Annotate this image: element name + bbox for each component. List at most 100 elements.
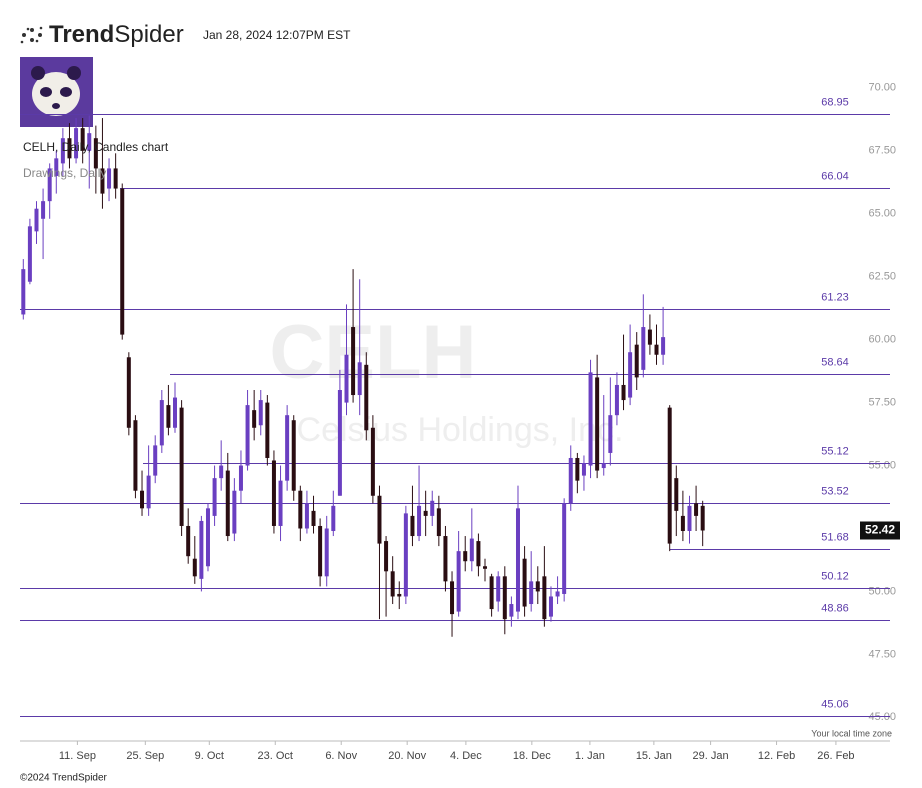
y-tick-label: 70.00 [868,82,896,94]
level-label: 66.04 [821,170,849,182]
candle-body [173,397,178,428]
candle-body [694,503,699,516]
candle-body [199,520,204,579]
level-label: 45.06 [821,698,849,710]
candle-body [397,593,402,597]
candle-body [410,515,415,537]
candle-body [238,465,243,491]
candle-body [595,377,600,471]
candle-body [265,402,270,458]
brand-light: Spider [114,21,183,48]
candle-body [522,558,527,607]
candle-body [364,364,369,431]
candle-body [575,457,580,481]
candle-body [107,168,112,189]
price-tag-bg [860,521,900,540]
candle-body [245,405,250,466]
watermark-name: Celsius Holdings, Inc. [297,411,624,449]
x-tick-label: 12. Feb [758,750,795,762]
candle-body [60,138,65,164]
y-tick-label: 57.50 [868,396,896,408]
y-tick-label: 45.00 [868,711,896,723]
y-tick-label: 60.00 [868,334,896,346]
candle-body [654,344,659,355]
candle-body [489,576,494,610]
level-label: 53.52 [821,485,849,497]
candle-body [74,128,79,159]
candle-body [476,541,481,567]
candle-body [87,133,92,151]
y-tick-label: 62.50 [868,271,896,283]
candle-body [443,536,448,582]
candle-body [628,352,633,398]
candle-body [614,384,619,416]
candle-body [331,505,336,532]
candle-body [529,581,534,605]
candle-body [430,500,435,516]
candle-body [377,495,382,544]
candle-body [120,188,125,335]
x-tick-label: 11. Sep [59,750,96,762]
candle-body [509,604,514,617]
y-tick-label: 67.50 [868,145,896,157]
copyright: ©2024 TrendSpider [20,773,108,784]
candle-body [67,138,72,159]
candle-body [548,596,553,617]
logo [20,26,43,44]
level-label: 51.68 [821,531,849,543]
brand-bold: Trend [49,21,114,48]
x-tick-label: 20. Nov [388,750,426,762]
level-label: 61.23 [821,291,849,303]
candle-body [542,576,547,620]
plot: 45.0047.5050.0052.5055.0057.5060.0062.50… [20,82,900,762]
candle-body [21,269,26,315]
candle-body [133,420,138,491]
level-label: 48.86 [821,602,849,614]
candle-body [186,525,191,557]
candle-body [179,407,184,526]
y-tick-label: 55.00 [868,459,896,471]
candle-body [192,558,197,577]
candle-body [93,138,98,169]
candle-body [568,457,573,504]
level-label: 50.12 [821,570,849,582]
x-tick-label: 4. Dec [450,750,482,762]
candle-body [324,528,329,577]
candle-body [403,513,408,597]
candle-body [113,168,118,189]
candle-body [588,372,593,466]
x-tick-label: 25. Sep [126,750,164,762]
timestamp: Jan 28, 2024 12:07PM EST [203,28,351,42]
candle-body [232,490,237,534]
candle-body [126,357,131,428]
candle-body [100,168,105,194]
candle-body [311,510,316,526]
candle-body [390,571,395,597]
candle-body [159,400,164,446]
y-tick-label: 47.50 [868,648,896,660]
x-tick-label: 29. Jan [693,750,729,762]
candle-body [212,478,217,516]
candle-body [601,463,606,469]
chart-subtitle: Drawings, Daily [23,166,106,180]
candle-body [304,503,309,529]
candle-body [674,478,679,511]
x-tick-label: 9. Oct [195,750,224,762]
x-tick-label: 15. Jan [636,750,672,762]
candle-body [417,505,422,537]
candle-body [318,525,323,577]
candle-body [621,384,626,401]
candle-body [423,510,428,516]
candle-body [298,490,303,529]
level-label: 58.64 [821,356,849,368]
candle-body [153,445,158,476]
watermark: CELH [270,310,477,395]
candle-body [502,576,507,620]
candle-body [687,505,692,532]
x-tick-label: 18. Dec [513,750,551,762]
candle-body [205,508,210,567]
candle-body [608,415,613,453]
candle-body [344,354,349,403]
candle-body [140,490,145,509]
